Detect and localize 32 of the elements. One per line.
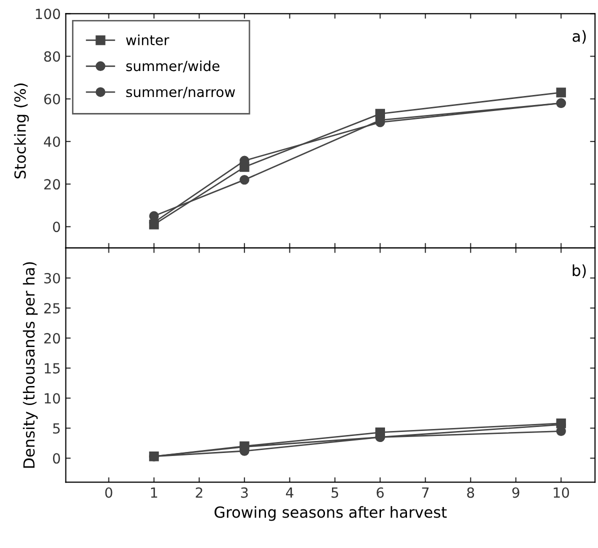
x-tick-label: 10 <box>554 487 569 498</box>
y-tick-label: 5 <box>53 423 60 434</box>
y-tick-label: 20 <box>44 333 60 344</box>
annotation: a) <box>572 30 586 44</box>
x-tick-label: 5 <box>332 488 338 498</box>
y-tick-label: 20 <box>44 179 60 190</box>
y-tick-label: 40 <box>44 136 60 147</box>
y-axis-title: Density (thousands per ha) <box>22 262 38 468</box>
legend-label: summer/narrow <box>126 86 235 98</box>
x-tick-label: 3 <box>241 487 248 498</box>
x-tick-label: 9 <box>512 487 520 498</box>
y-axis-title: Stocking (%) <box>14 84 29 178</box>
y-tick-label: 80 <box>44 51 60 62</box>
x-tick-label: 1 <box>151 488 158 498</box>
x-tick-label: 4 <box>286 488 294 498</box>
annotation: b) <box>572 264 586 278</box>
x-tick-label: 7 <box>422 488 429 498</box>
x-tick-label: 6 <box>376 487 384 498</box>
x-tick-label: 8 <box>467 487 474 498</box>
y-tick-label: 25 <box>44 303 60 314</box>
y-tick-label: 0 <box>53 453 60 464</box>
y-tick-label: 30 <box>44 272 60 284</box>
x-tick-label: 2 <box>196 487 202 498</box>
x-tick-label: 0 <box>105 487 112 498</box>
y-tick-label: 15 <box>44 363 60 374</box>
y-tick-label: 60 <box>44 94 60 104</box>
legend-label: winter <box>126 34 170 46</box>
y-tick-label: 100 <box>36 8 60 20</box>
x-axis-title: Growing seasons after harvest <box>214 506 447 521</box>
y-tick-label: 0 <box>53 222 60 232</box>
legend-label: summer/wide <box>126 60 220 72</box>
y-tick-label: 10 <box>44 393 60 404</box>
